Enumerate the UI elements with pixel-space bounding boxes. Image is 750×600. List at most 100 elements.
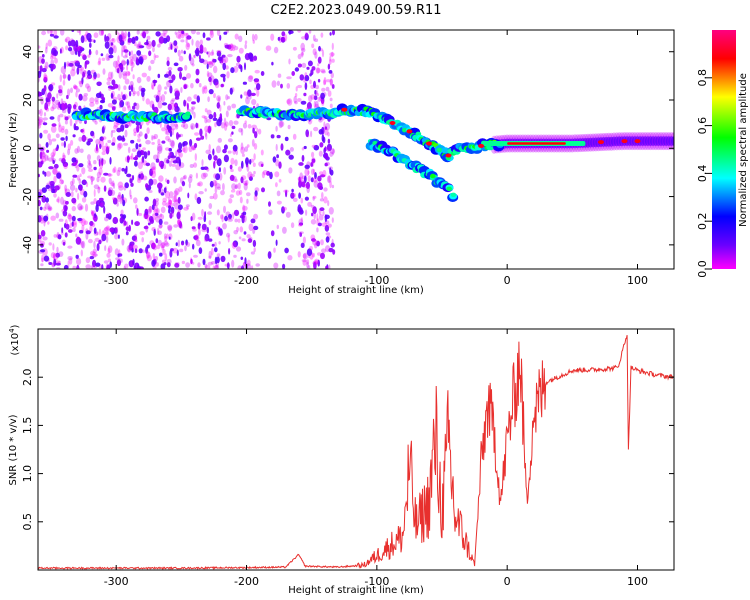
noise-speck [231,44,236,48]
noise-speck [250,218,256,224]
noise-speck [127,31,131,38]
noise-speck [111,142,116,146]
noise-speck [82,70,87,77]
noise-speck [96,176,100,183]
noise-speck [256,83,261,91]
noise-speck [321,192,324,199]
noise-speck [324,126,328,130]
noise-speck [145,246,149,254]
noise-speck [313,80,316,89]
noise-speck [128,90,132,97]
noise-speck [155,31,161,37]
noise-speck [223,144,228,150]
noise-speck [141,54,148,61]
noise-speck [314,90,319,96]
noise-speck [78,136,83,142]
noise-speck [301,51,304,58]
noise-speck [137,212,143,217]
noise-speck [106,225,110,230]
noise-speck [313,144,320,151]
noise-speck [302,252,308,260]
noise-speck [209,180,214,188]
noise-speck [113,125,118,130]
ridge-blob [450,192,457,197]
noise-speck [167,196,171,205]
noise-speck [81,77,84,85]
noise-speck [301,47,306,53]
noise-speck [123,49,129,53]
noise-speck [297,30,302,33]
noise-speck [178,55,184,62]
noise-speck [193,111,196,119]
noise-speck [114,233,119,240]
noise-speck [40,96,44,105]
noise-speck [116,169,121,177]
noise-speck [304,74,310,82]
noise-speck [216,256,220,264]
noise-speck [300,242,305,248]
noise-speck [48,242,52,246]
noise-speck [129,56,134,60]
noise-speck [309,79,312,85]
noise-speck [319,171,324,175]
noise-speck [130,59,133,65]
noise-speck [154,255,159,262]
noise-speck [327,90,332,97]
noise-speck [105,235,109,243]
noise-speck [307,60,313,67]
noise-speck [127,247,131,253]
noise-speck [134,221,140,227]
noise-speck [316,67,321,74]
noise-speck [138,45,145,49]
noise-speck [111,180,115,187]
noise-speck [262,170,269,176]
noise-speck [75,187,78,193]
noise-speck [48,206,53,211]
noise-speck [50,63,56,70]
noise-speck [123,185,127,191]
noise-speck [131,219,134,225]
noise-speck [81,134,87,142]
noise-speck [244,182,248,186]
noise-speck [194,234,200,242]
noise-speck [62,74,67,79]
noise-speck [52,148,56,156]
noise-speck [78,206,83,211]
noise-speck [58,251,64,257]
noise-speck [201,115,206,119]
noise-speck [170,102,175,111]
noise-speck [89,42,92,48]
noise-speck [155,238,159,244]
noise-speck [254,131,258,139]
noise-speck [118,34,123,42]
noise-speck [208,76,212,83]
noise-speck [47,101,51,107]
noise-speck [80,129,84,133]
x-tick-label: -100 [364,274,389,287]
noise-speck [207,261,213,266]
noise-speck [124,182,129,189]
noise-speck [98,159,101,167]
noise-speck [76,30,81,33]
noise-speck [130,153,134,161]
noise-speck [323,152,329,160]
noise-speck [302,236,306,244]
noise-speck [249,173,255,178]
noise-speck [122,106,127,112]
noise-speck [156,151,160,160]
noise-speck [133,91,137,95]
ridge-blob [436,147,443,153]
noise-speck [170,99,175,105]
noise-speck [157,73,161,79]
noise-speck [265,45,272,51]
noise-speck [81,197,87,203]
y-tick-label: 40 [21,45,34,59]
noise-speck [301,154,305,162]
noise-speck [107,103,113,108]
noise-speck [310,94,316,100]
noise-speck [141,249,145,253]
noise-speck [268,209,273,215]
noise-speck [331,58,335,63]
noise-speck [196,196,202,205]
noise-speck [76,145,81,153]
